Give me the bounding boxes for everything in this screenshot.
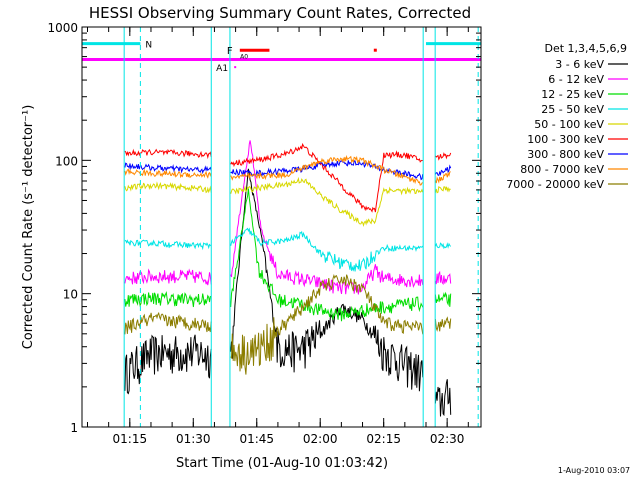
legend-label-2: 6 - 12 keV [548, 73, 604, 86]
series-line-4-segment-1 [124, 239, 212, 251]
chart-title: HESSI Observing Summary Count Rates, Cor… [89, 4, 471, 22]
series-line-4-segment-3 [434, 242, 452, 250]
series-line-9-segment-2 [230, 274, 424, 375]
series-line-5-segment-1 [124, 181, 212, 194]
series-line-2-segment-3 [434, 270, 452, 286]
legend-label-8: 800 - 7000 keV [520, 163, 604, 176]
x-tick-label-3: 01:45 [239, 432, 274, 446]
x-tick-label-2: 01:30 [176, 432, 211, 446]
series-line-6-segment-2 [230, 142, 423, 213]
legend-title: Det 1,3,4,5,6,9 [544, 42, 627, 55]
series-line-4-segment-2 [230, 227, 424, 272]
series-line-8-segment-1 [124, 168, 212, 179]
series-line-9-segment-1 [124, 311, 212, 335]
x-tick-label-5: 02:15 [366, 432, 401, 446]
x-tick-label-1: 01:15 [113, 432, 148, 446]
series-line-2-segment-1 [124, 268, 212, 286]
series-line-7-segment-1 [124, 162, 212, 175]
x-axis-label: Start Time (01-Aug-10 01:03:42) [176, 456, 388, 471]
series-line-3-segment-3 [434, 291, 452, 307]
x-tick-label-6: 02:30 [430, 432, 465, 446]
series-line-8-segment-3 [434, 171, 451, 184]
series-line-5-segment-2 [230, 176, 424, 228]
series-line-6-segment-1 [124, 148, 212, 160]
series-line-5-segment-3 [434, 185, 451, 194]
attenuator-label-2: A0 [240, 54, 248, 61]
series-line-8-segment-2 [230, 154, 424, 186]
legend-label-3: 12 - 25 keV [541, 88, 604, 101]
y-tick-label-4: 1000 [47, 21, 78, 35]
series-line-1-segment-3 [434, 379, 452, 417]
y-axis-label: Corrected Count Rate (s⁻¹ detector⁻¹) [21, 105, 36, 350]
legend-label-6: 100 - 300 keV [527, 133, 604, 146]
legend-label-1: 3 - 6 keV [555, 58, 604, 71]
series-line-1-segment-1 [124, 334, 212, 395]
x-tick-label-4: 02:00 [303, 432, 338, 446]
y-tick-label-1: 1 [70, 421, 78, 435]
legend-label-5: 50 - 100 keV [534, 118, 604, 131]
series-line-1-segment-2 [230, 168, 424, 392]
attenuator-label: A1 [216, 64, 228, 74]
series-line-6-segment-3 [435, 152, 452, 161]
series-line-9-segment-3 [434, 316, 452, 332]
timestamp: 1-Aug-2010 03:07 [558, 466, 630, 475]
series-line-3-segment-2 [230, 188, 424, 322]
y-tick-label-2: 10 [63, 288, 78, 302]
legend: Det 1,3,4,5,6,9 3 - 6 keV 6 - 12 keV 12 - 2… [506, 42, 628, 191]
y-tick-label-3: 100 [55, 154, 78, 168]
y-axis: 1 10 100 1000 [47, 21, 481, 435]
x-axis: 01:15 01:30 01:45 02:00 02:15 02:30 [87, 27, 469, 446]
legend-label-4: 25 - 50 keV [541, 103, 604, 116]
attenuator-marker [234, 66, 237, 69]
night-flag-label: N [145, 41, 152, 51]
series-line-3-segment-1 [124, 290, 212, 308]
plot-frame [81, 26, 482, 428]
legend-label-9: 7000 - 20000 keV [506, 178, 604, 191]
legend-label-7: 300 - 800 keV [527, 148, 604, 161]
flare-flag-label: F [227, 46, 233, 57]
plot-area: N F A1 A0 [82, 27, 481, 427]
